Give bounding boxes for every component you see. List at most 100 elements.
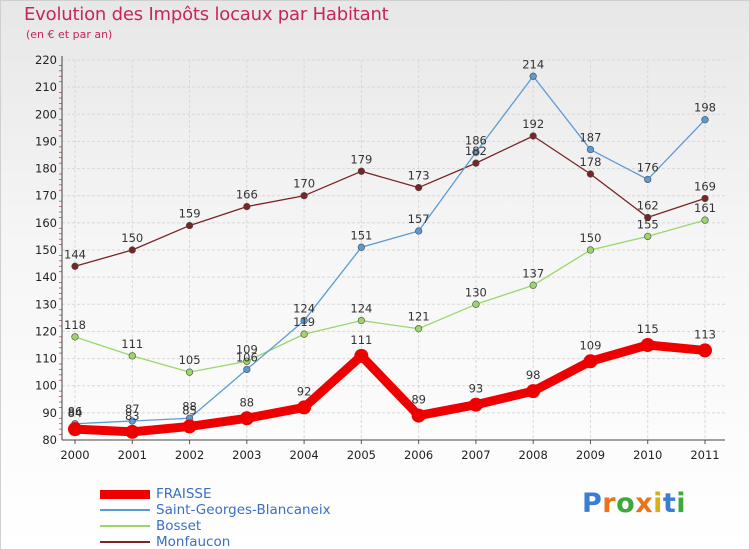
series-point-1 bbox=[644, 175, 652, 184]
x-tick-label: 2010 bbox=[633, 448, 662, 462]
value-label-layer: 144 150 159 166 170 179 173 182 192 178 162 169 118 1… bbox=[64, 57, 716, 423]
series-point-0 bbox=[583, 354, 598, 369]
series-line-1 bbox=[74, 75, 706, 425]
y-tick-label: 110 bbox=[35, 352, 57, 366]
legend-swatch bbox=[100, 489, 150, 499]
series-point-0 bbox=[468, 397, 483, 412]
series-point-3 bbox=[128, 246, 136, 254]
series-point-3 bbox=[529, 132, 537, 140]
series-point-0 bbox=[297, 400, 312, 415]
data-label: 186 bbox=[465, 133, 487, 147]
series-point-1 bbox=[586, 145, 595, 154]
series-point-2 bbox=[529, 281, 537, 289]
series-point-2 bbox=[71, 333, 79, 341]
legend-label: Bosset bbox=[156, 518, 202, 534]
series-point-0 bbox=[411, 408, 426, 423]
data-label: 86 bbox=[68, 405, 83, 419]
series-point-3 bbox=[243, 202, 251, 211]
series-point-0 bbox=[526, 384, 541, 399]
series-point-1 bbox=[415, 227, 423, 235]
data-label: 124 bbox=[293, 302, 315, 316]
data-label: 115 bbox=[637, 322, 659, 336]
data-label: 144 bbox=[64, 247, 86, 261]
x-tick-label: 2006 bbox=[404, 448, 433, 462]
series-point-0 bbox=[68, 422, 82, 437]
series-point-0 bbox=[239, 411, 254, 426]
logo-letter: i bbox=[676, 488, 687, 519]
series-point-2 bbox=[300, 330, 308, 338]
x-tick-label: 2009 bbox=[576, 448, 605, 462]
data-label: 109 bbox=[236, 342, 258, 356]
data-label: 92 bbox=[297, 384, 312, 398]
data-label: 157 bbox=[408, 212, 430, 226]
y-tick-label: 140 bbox=[35, 270, 57, 284]
series-point-3 bbox=[300, 192, 308, 200]
legend-item: FRAISSE bbox=[100, 486, 400, 502]
x-tick-label: 2005 bbox=[347, 448, 376, 462]
chart-title: Evolution des Impôts locaux par Habitant bbox=[24, 4, 389, 25]
y-tick-label: 190 bbox=[35, 134, 57, 148]
logo-letter: o bbox=[616, 488, 636, 519]
data-label: 214 bbox=[522, 57, 544, 71]
data-label: 119 bbox=[293, 315, 315, 329]
logo-letter: t bbox=[662, 488, 677, 519]
series-point-0 bbox=[125, 424, 140, 439]
series-point-1 bbox=[128, 417, 136, 425]
legend-label: Saint-Georges-Blancaneix bbox=[156, 502, 331, 518]
data-label: 159 bbox=[179, 207, 201, 221]
series-point-1 bbox=[357, 243, 365, 251]
x-tick-label: 2011 bbox=[690, 448, 719, 462]
data-label: 182 bbox=[465, 144, 487, 158]
legend-swatch bbox=[100, 509, 150, 511]
legend-item: Monfaucon bbox=[100, 534, 400, 550]
y-tick-label: 180 bbox=[35, 162, 57, 176]
series-point-2 bbox=[185, 368, 194, 376]
series-point-3 bbox=[644, 213, 652, 222]
y-tick-label: 100 bbox=[35, 379, 57, 393]
series-point-3 bbox=[472, 159, 480, 167]
series-point-3 bbox=[357, 167, 365, 175]
legend-swatch bbox=[100, 525, 150, 527]
data-label: 87 bbox=[125, 402, 140, 416]
data-label: 111 bbox=[350, 333, 372, 347]
data-label: 89 bbox=[411, 393, 426, 407]
y-tick-label: 130 bbox=[35, 297, 57, 311]
data-label: 192 bbox=[522, 117, 544, 131]
x-tick-label: 2003 bbox=[232, 448, 261, 462]
series-point-0 bbox=[182, 419, 197, 434]
series-point-1 bbox=[243, 365, 251, 374]
y-tick-label: 210 bbox=[35, 80, 57, 94]
series-line-3 bbox=[74, 135, 706, 267]
chart-subtitle: (en € et par an) bbox=[26, 28, 113, 41]
legend-label: Monfaucon bbox=[156, 534, 231, 550]
data-label: 109 bbox=[579, 338, 601, 352]
data-label: 169 bbox=[694, 179, 716, 193]
y-tick-label: 170 bbox=[35, 189, 57, 203]
legend-label: FRAISSE bbox=[156, 486, 212, 502]
data-label: 150 bbox=[121, 231, 143, 245]
series-point-1 bbox=[701, 116, 709, 124]
logo-letter: r bbox=[602, 488, 617, 519]
data-label: 88 bbox=[182, 399, 197, 413]
data-label: 88 bbox=[239, 395, 254, 409]
data-label: 198 bbox=[694, 101, 716, 115]
data-label: 137 bbox=[522, 266, 544, 280]
data-label: 178 bbox=[579, 155, 601, 169]
series-point-1 bbox=[472, 148, 480, 156]
x-tick-label: 2001 bbox=[118, 448, 147, 462]
data-label: 113 bbox=[694, 327, 716, 341]
data-label: 173 bbox=[408, 169, 430, 183]
data-label: 124 bbox=[350, 302, 372, 316]
logo-letter: x bbox=[635, 488, 654, 519]
data-label: 155 bbox=[637, 217, 659, 231]
y-tick-label: 90 bbox=[42, 406, 57, 420]
proxiti-logo: Proxiti bbox=[582, 488, 686, 519]
x-tick-label: 2000 bbox=[60, 448, 89, 462]
series-point-0 bbox=[698, 343, 712, 358]
logo-letter: i bbox=[653, 488, 663, 519]
series-point-3 bbox=[71, 262, 79, 270]
legend-swatch bbox=[100, 541, 150, 543]
data-label: 111 bbox=[121, 337, 143, 351]
legend-item: Saint-Georges-Blancaneix bbox=[100, 502, 400, 518]
